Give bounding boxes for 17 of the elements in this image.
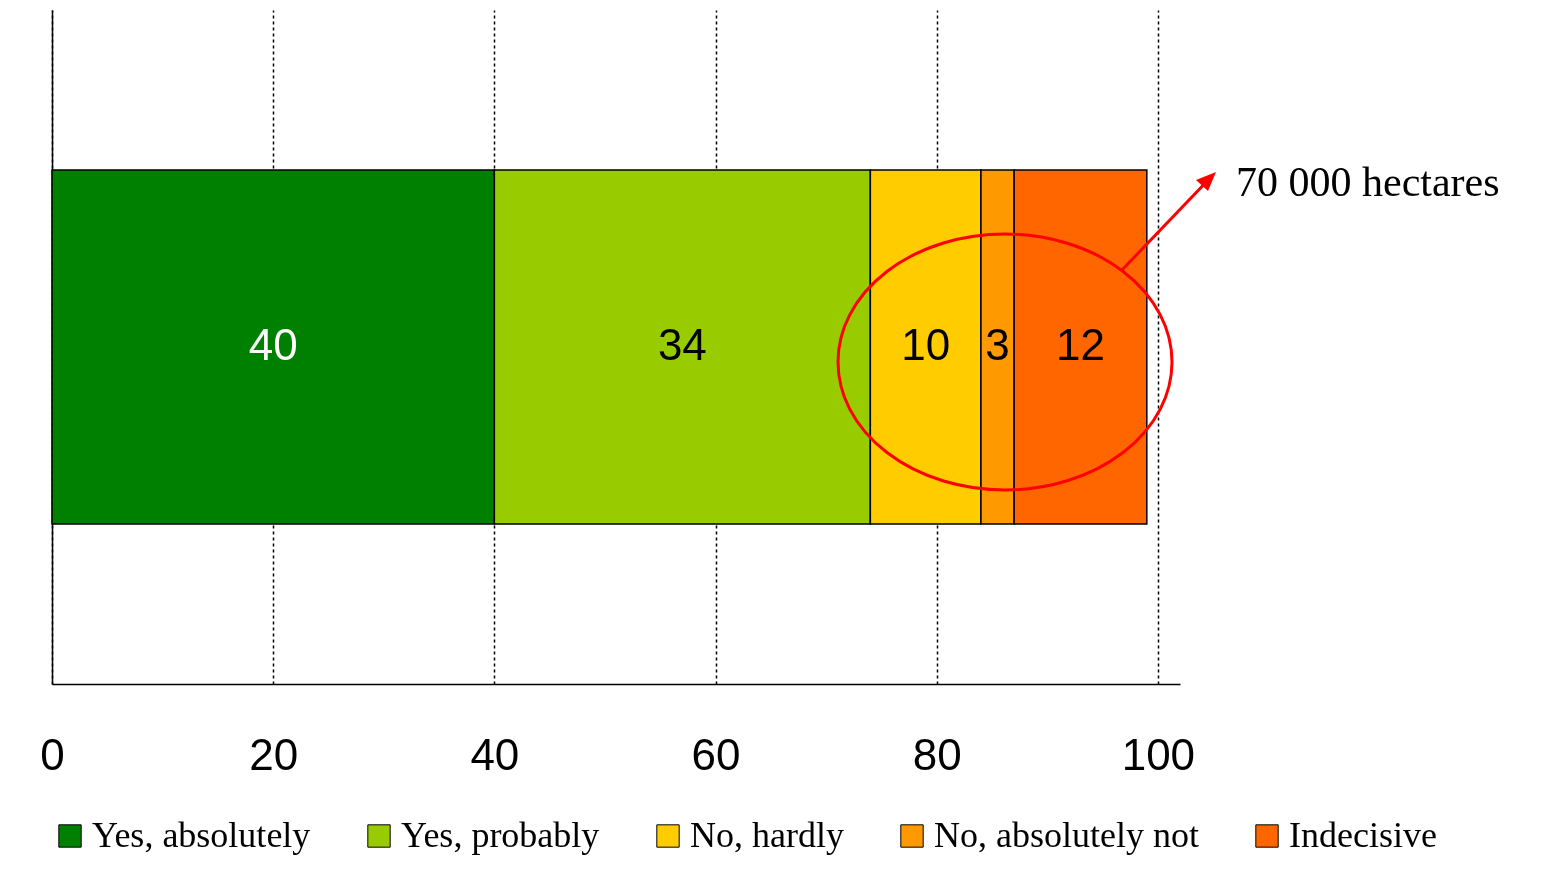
legend-label: No, absolutely not	[934, 815, 1199, 855]
data-label: 12	[1055, 320, 1105, 369]
x-tick-label: 100	[1121, 729, 1196, 779]
x-tick-label: 20	[249, 729, 299, 779]
data-label: 34	[657, 320, 707, 369]
x-tick-label: 80	[912, 729, 962, 779]
x-tick-label: 60	[691, 729, 741, 779]
legend-label: Yes, absolutely	[92, 815, 311, 855]
legend-label: No, hardly	[690, 815, 844, 855]
legend-label: Yes, probably	[401, 815, 600, 855]
data-label: 3	[985, 320, 1010, 369]
text: 70 000 hectares	[1236, 158, 1500, 206]
x-tick-label: 40	[470, 729, 520, 779]
data-label: 10	[901, 320, 951, 369]
data-label: 40	[248, 320, 298, 369]
legend-label: Indecisive	[1289, 815, 1437, 855]
x-tick-label: 0	[40, 729, 65, 779]
